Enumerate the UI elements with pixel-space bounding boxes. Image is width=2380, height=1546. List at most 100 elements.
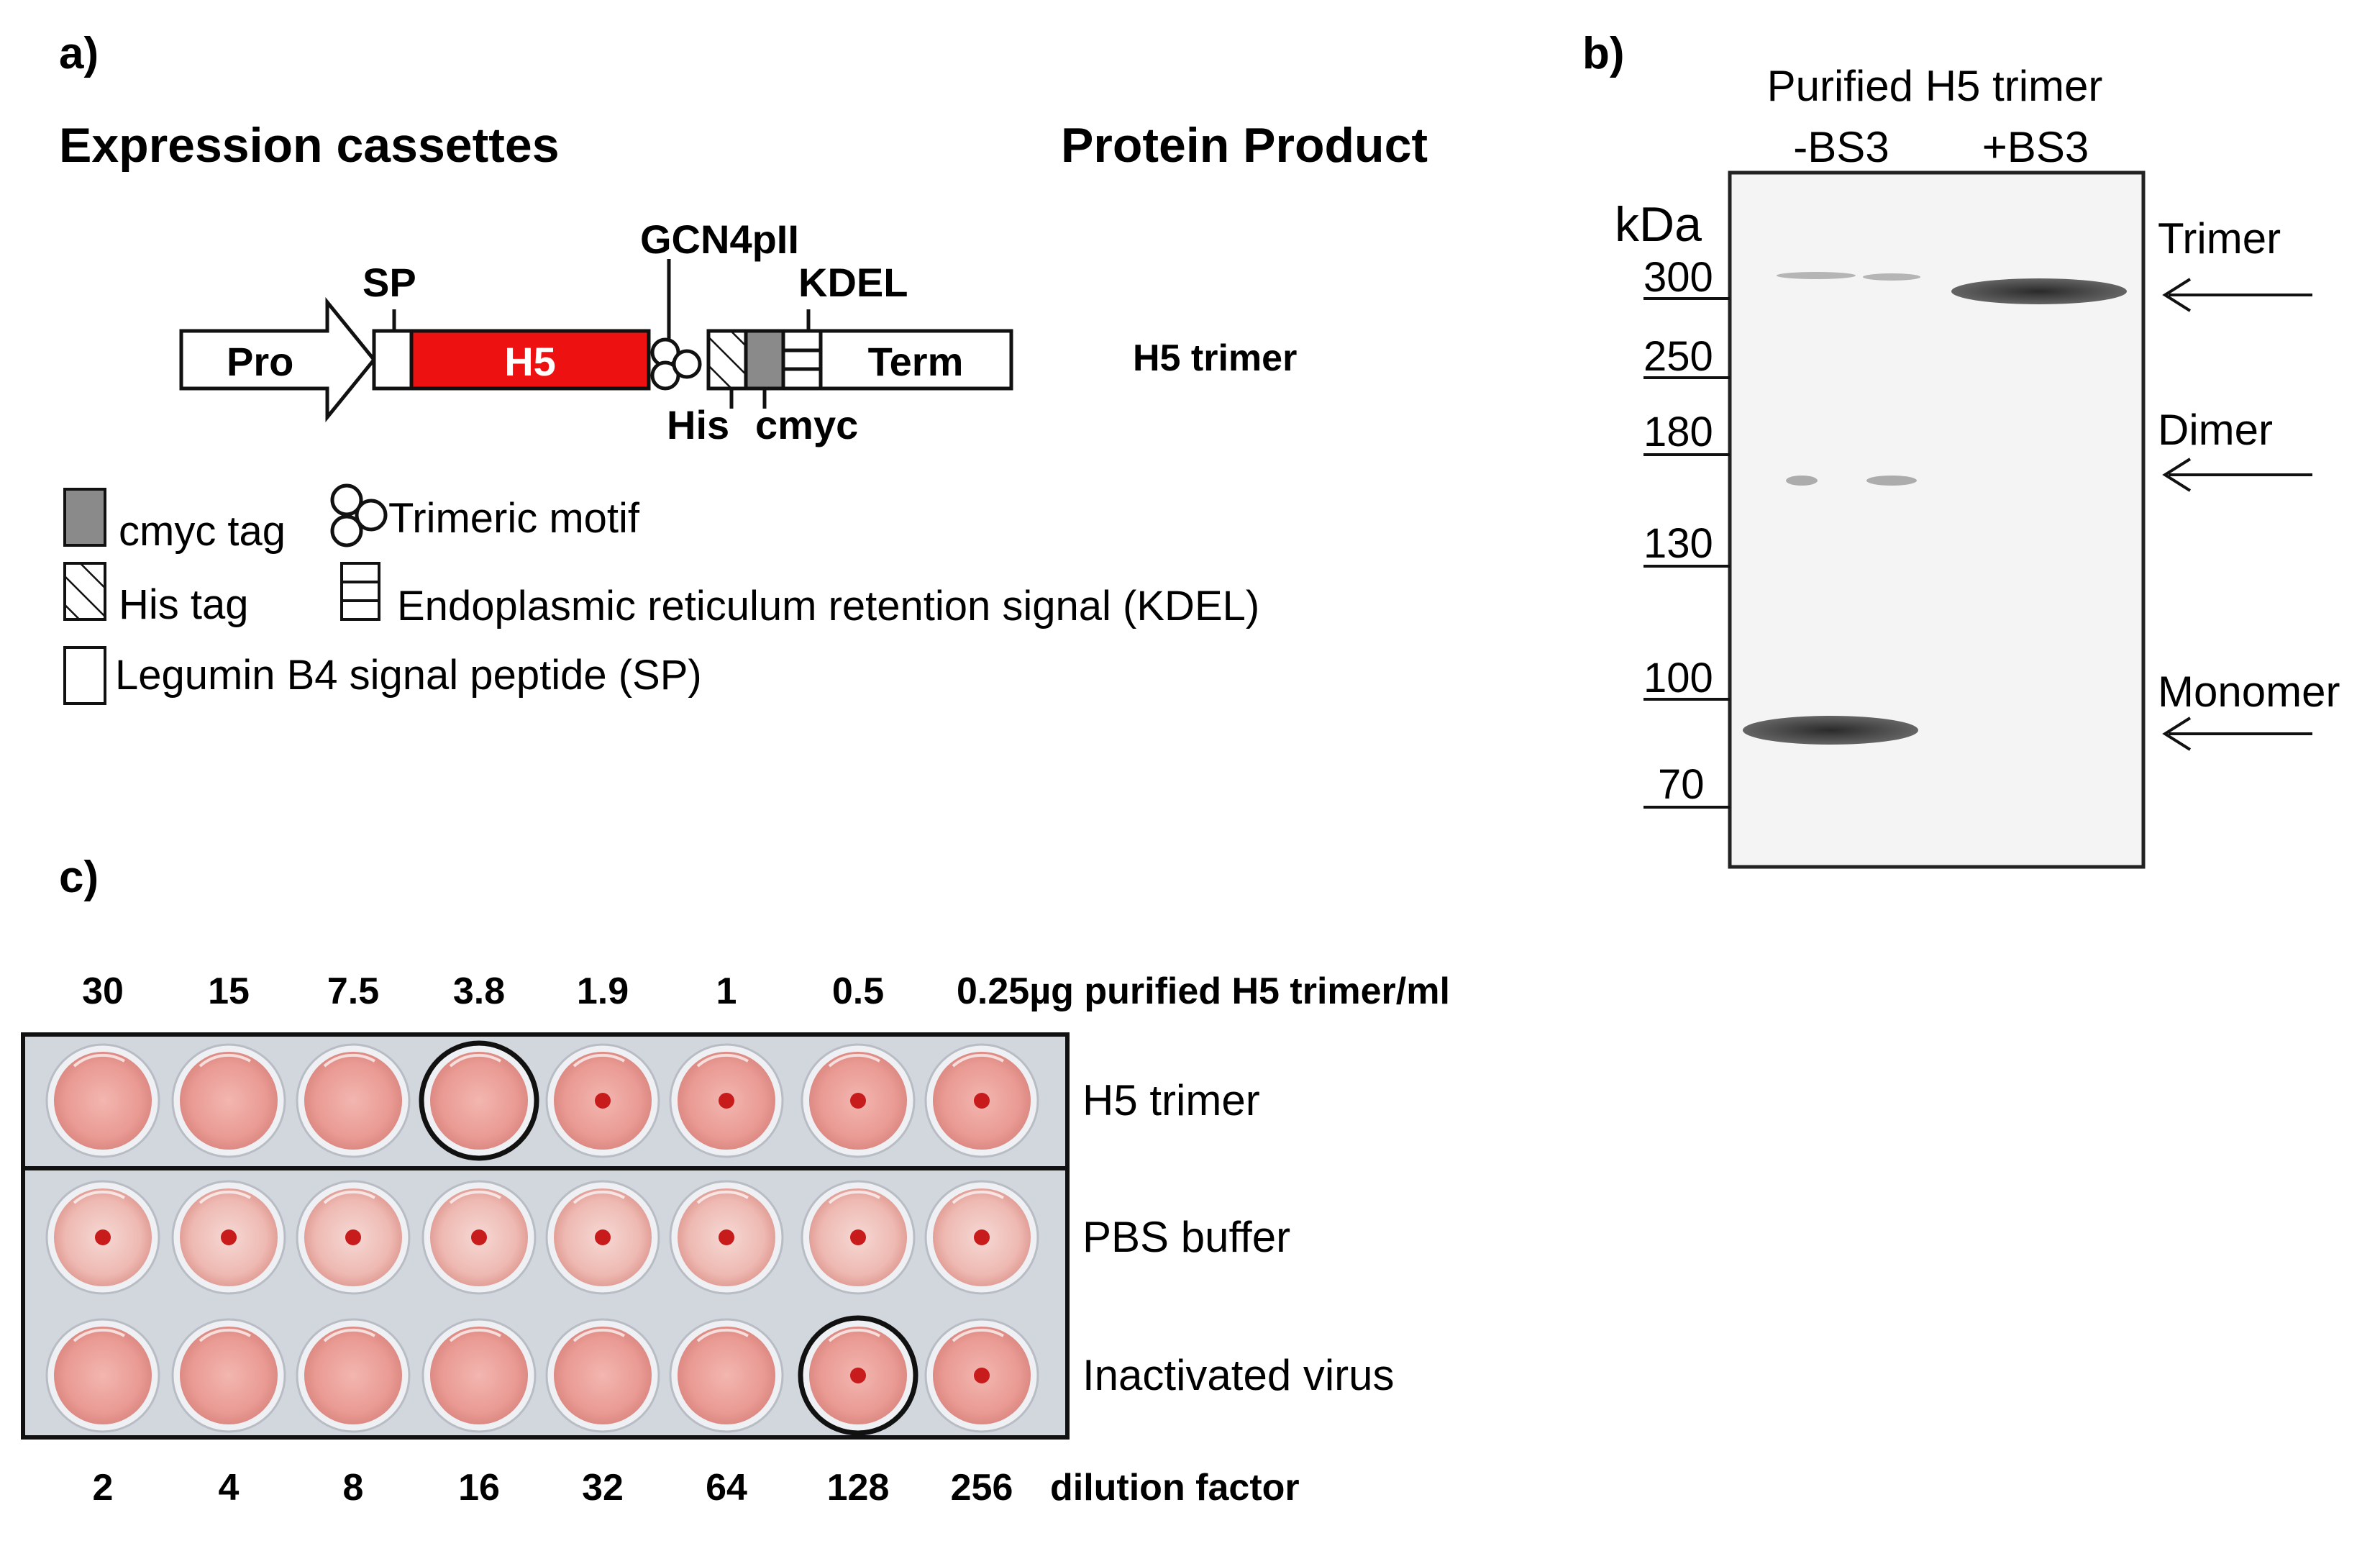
legend-cmyc-swatch bbox=[63, 488, 106, 547]
cassette-sp-label: SP bbox=[363, 260, 416, 305]
well bbox=[545, 1043, 660, 1158]
marker-250: 250 bbox=[1643, 333, 1713, 380]
arrow-trimer-label: Trimer bbox=[2158, 214, 2281, 263]
cassette-his-label: His bbox=[667, 402, 729, 447]
cassette-kdel-label: KDEL bbox=[798, 260, 908, 305]
legend-sp-label: Legumin B4 signal peptide (SP) bbox=[115, 652, 702, 699]
band-minus-monomer bbox=[1743, 716, 1918, 745]
panel-a: a) Expression cassettes Protein Product … bbox=[59, 29, 1428, 705]
concentration-label: 0.25µg purified H5 trimer/ml bbox=[957, 970, 1450, 1012]
h5-box bbox=[409, 329, 651, 391]
rbc-button bbox=[345, 1229, 361, 1245]
cassette-term-label: Term bbox=[868, 339, 964, 384]
rbc-button bbox=[974, 1093, 990, 1109]
rbc-button bbox=[719, 1093, 734, 1109]
panel-c: c) 30 15 7.5 3.8 1.9 1 0.5 0.25µg purified H5 t… bbox=[21, 852, 1450, 1509]
row-label: Inactivated virus bbox=[1082, 1351, 1395, 1399]
legend-kdel-icon bbox=[340, 562, 380, 621]
band-minus-trimer-b bbox=[1863, 273, 1920, 281]
concentration-label: 15 bbox=[208, 970, 250, 1012]
well bbox=[924, 1318, 1039, 1433]
cmyc-tag-box bbox=[744, 329, 785, 391]
band-minus-trimer bbox=[1777, 272, 1856, 279]
dilution-value: 4 bbox=[219, 1467, 240, 1509]
heading-protein-product: Protein Product bbox=[1061, 118, 1428, 173]
rbc-button bbox=[850, 1093, 866, 1109]
blot-title: Purified H5 trimer bbox=[1767, 62, 2103, 110]
rbc-button bbox=[850, 1368, 866, 1383]
plate-row-box-h5 bbox=[21, 1032, 1070, 1170]
well bbox=[296, 1043, 411, 1158]
concentration-label: 30 bbox=[82, 970, 124, 1012]
well bbox=[545, 1318, 660, 1433]
dilution-value: 2 bbox=[93, 1467, 114, 1509]
arrow-monomer-label: Monomer bbox=[2158, 668, 2340, 716]
band-plus-trimer bbox=[1951, 278, 2127, 304]
legend-his-swatch bbox=[63, 562, 106, 621]
expression-cassette: Pro SP H5 GCN4pII bbox=[179, 217, 1297, 447]
well bbox=[924, 1043, 1039, 1158]
rbc-button bbox=[850, 1229, 866, 1245]
marker-300: 300 bbox=[1643, 254, 1713, 301]
well bbox=[801, 1180, 916, 1295]
arrow-trimer: Trimer bbox=[2158, 214, 2312, 312]
legend-trimeric-icon bbox=[330, 483, 388, 547]
row-labels: H5 trimer PBS buffer Inactivated virus bbox=[1082, 1076, 1395, 1399]
band-minus-dimer-b bbox=[1866, 476, 1917, 486]
panel-b-label: b) bbox=[1582, 29, 1625, 78]
dilution-value: 8 bbox=[343, 1467, 364, 1509]
wells bbox=[45, 1040, 1039, 1436]
dilution-value: 128 bbox=[827, 1467, 890, 1509]
well bbox=[801, 1318, 916, 1433]
well bbox=[669, 1043, 784, 1158]
dilution-value: 256 bbox=[951, 1467, 1013, 1509]
row-label: H5 trimer bbox=[1082, 1076, 1260, 1124]
endpoint-circle bbox=[419, 1040, 539, 1161]
kda-label: kDa bbox=[1615, 197, 1702, 252]
kdel-box bbox=[781, 329, 823, 391]
rbc-button bbox=[221, 1229, 237, 1245]
marker-ladder: 300 250 180 130 100 70 bbox=[1643, 254, 1730, 809]
well bbox=[924, 1180, 1039, 1295]
marker-130: 130 bbox=[1643, 520, 1713, 567]
dilution-value: 64 bbox=[706, 1467, 747, 1509]
rbc-button bbox=[974, 1368, 990, 1383]
rbc-button bbox=[95, 1229, 111, 1245]
well bbox=[545, 1180, 660, 1295]
arrow-dimer: Dimer bbox=[2158, 406, 2312, 492]
well bbox=[296, 1180, 411, 1295]
concentration-label: 1.9 bbox=[577, 970, 629, 1012]
endpoint-circle bbox=[798, 1315, 918, 1436]
well bbox=[171, 1180, 286, 1295]
rbc-button bbox=[974, 1229, 990, 1245]
panel-a-label: a) bbox=[59, 29, 99, 78]
well bbox=[421, 1318, 537, 1433]
protein-product-h5-trimer: H5 trimer bbox=[1133, 337, 1297, 379]
cassette-pro-label: Pro bbox=[227, 339, 293, 384]
lane-label-minus-bs3: -BS3 bbox=[1793, 123, 1889, 171]
lane-label-plus-bs3: +BS3 bbox=[1982, 123, 2089, 171]
marker-100: 100 bbox=[1643, 655, 1713, 701]
well bbox=[296, 1318, 411, 1433]
rbc-button bbox=[595, 1229, 611, 1245]
band-minus-dimer bbox=[1786, 476, 1818, 486]
legend-er-label: Endoplasmic reticulum retention signal (… bbox=[397, 583, 1259, 629]
concentration-label: 0.5 bbox=[832, 970, 884, 1012]
well bbox=[45, 1180, 160, 1295]
dilution-factor-label: dilution factor bbox=[1050, 1467, 1300, 1509]
marker-180: 180 bbox=[1643, 409, 1713, 455]
rbc-button bbox=[595, 1093, 611, 1109]
well bbox=[421, 1180, 537, 1295]
well bbox=[45, 1318, 160, 1433]
cassette-gcn4-label: GCN4pII bbox=[640, 217, 799, 262]
dilution-value: 32 bbox=[582, 1467, 624, 1509]
well bbox=[45, 1043, 160, 1158]
concentration-label: 1 bbox=[716, 970, 737, 1012]
his-tag-box bbox=[706, 329, 748, 391]
dilution-value: 16 bbox=[458, 1467, 500, 1509]
marker-70: 70 bbox=[1658, 761, 1705, 808]
legend: cmyc tag Trimeric motif His tag Endoplas… bbox=[63, 483, 1259, 705]
signal-peptide-box bbox=[372, 329, 414, 391]
row-label: PBS buffer bbox=[1082, 1213, 1290, 1261]
